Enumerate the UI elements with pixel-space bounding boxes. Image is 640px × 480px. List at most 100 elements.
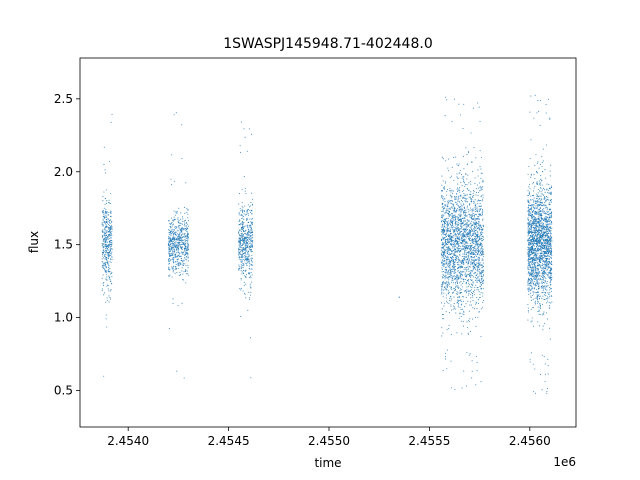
data-point-1528 (240, 223, 242, 225)
data-point-253 (104, 210, 106, 212)
data-point-4678 (549, 203, 551, 206)
data-point-1771 (464, 207, 466, 209)
data-point-3476 (459, 233, 461, 235)
data-point-889 (174, 239, 176, 241)
data-point-4715 (541, 162, 543, 164)
data-point-3538 (448, 258, 450, 260)
data-point-2721 (453, 303, 455, 305)
data-point-1459 (247, 204, 249, 206)
data-point-942 (178, 265, 180, 267)
data-point-783 (170, 247, 172, 249)
data-point-3203 (480, 381, 482, 383)
data-point-4829 (540, 266, 542, 268)
data-point-2742 (456, 237, 458, 239)
data-point-1339 (241, 229, 243, 231)
data-point-2764 (458, 210, 460, 212)
data-point-2716 (474, 225, 476, 227)
data-point-3512 (452, 216, 454, 218)
data-point-764 (175, 246, 178, 248)
data-point-3177 (452, 190, 454, 192)
data-point-4933 (528, 288, 530, 290)
data-point-1154 (245, 233, 247, 235)
data-point-1470 (242, 209, 244, 211)
data-point-739 (174, 253, 176, 255)
data-point-3452 (453, 259, 455, 261)
data-point-1487 (244, 230, 247, 232)
data-point-1661 (470, 225, 472, 227)
data-point-2202 (454, 224, 457, 226)
data-point-3989 (551, 295, 553, 297)
data-point-3559 (474, 241, 476, 243)
data-point-4955 (542, 253, 545, 255)
data-point-4782 (545, 144, 547, 146)
data-point-3362 (461, 226, 463, 228)
data-point-2586 (449, 208, 451, 210)
data-point-815 (176, 226, 178, 228)
data-point-1662 (479, 187, 481, 189)
data-point-1360 (246, 212, 248, 214)
data-point-4034 (533, 248, 535, 250)
data-point-2117 (448, 324, 450, 326)
data-point-2727 (474, 276, 476, 278)
data-point-89 (103, 285, 105, 287)
data-point-4686 (537, 192, 539, 194)
data-point-2607 (447, 244, 449, 246)
data-point-2620 (471, 275, 473, 277)
data-point-816 (186, 249, 188, 252)
data-point-638 (185, 240, 187, 242)
data-point-3251 (456, 203, 458, 205)
data-point-2739 (457, 196, 459, 198)
data-point-4428 (537, 269, 539, 271)
data-point-110 (108, 277, 110, 279)
data-point-357 (102, 255, 104, 257)
data-point-539 (182, 254, 184, 256)
data-point-169 (103, 264, 105, 266)
data-point-2872 (482, 256, 484, 258)
data-point-2116 (464, 244, 466, 246)
data-point-15 (102, 224, 104, 226)
data-point-3499 (455, 211, 457, 213)
data-point-4609 (546, 198, 549, 200)
data-point-3189 (474, 266, 476, 268)
data-point-2871 (471, 244, 473, 247)
data-point-4816 (532, 221, 534, 223)
data-point-4976 (545, 217, 547, 219)
data-point-3242 (456, 230, 458, 232)
data-point-3480 (449, 221, 452, 223)
data-point-2472 (451, 271, 453, 273)
data-point-346 (110, 242, 112, 244)
data-point-4627 (547, 196, 549, 198)
data-point-3941 (549, 241, 551, 243)
data-point-1151 (240, 250, 242, 252)
data-point-2781 (441, 254, 443, 257)
data-point-1512 (238, 264, 240, 266)
data-point-2913 (446, 277, 448, 279)
data-point-585 (187, 239, 189, 241)
data-point-2918 (450, 360, 452, 362)
data-point-295 (104, 223, 106, 225)
data-point-1540 (455, 280, 457, 282)
data-point-4417 (537, 206, 539, 208)
data-point-1643 (443, 274, 445, 277)
data-point-3312 (444, 96, 446, 98)
data-point-1042 (250, 243, 252, 245)
data-point-4173 (536, 291, 538, 294)
data-point-1055 (240, 264, 242, 266)
data-point-2353 (452, 288, 454, 290)
data-point-4595 (540, 275, 543, 277)
data-point-2638 (454, 289, 457, 291)
data-point-3628 (445, 246, 447, 248)
data-point-3209 (468, 196, 470, 198)
data-point-3126 (475, 210, 478, 212)
data-point-3212 (477, 175, 479, 177)
data-point-228 (108, 238, 110, 240)
data-point-3139 (471, 246, 473, 249)
data-point-3104 (479, 272, 481, 274)
data-point-3865 (547, 271, 549, 274)
data-point-1579 (443, 219, 445, 221)
data-point-3897 (536, 252, 538, 254)
data-point-3153 (481, 265, 483, 267)
data-point-1018 (182, 243, 184, 245)
data-point-870 (173, 249, 175, 251)
data-point-3158 (481, 232, 483, 234)
